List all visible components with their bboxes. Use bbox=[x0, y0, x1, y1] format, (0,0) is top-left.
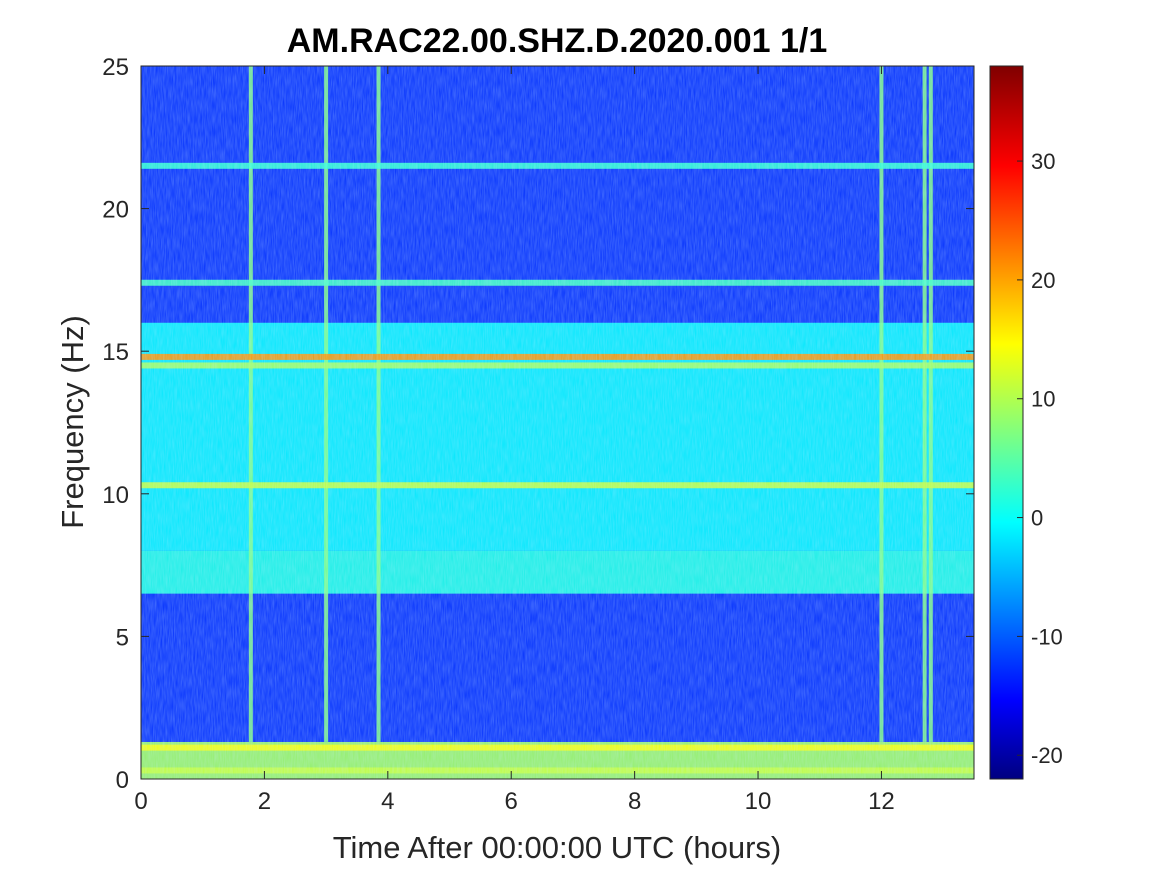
x-tick-label-4: 8 bbox=[628, 788, 641, 815]
chart-title: AM.RAC22.00.SHZ.D.2020.001 1/1 bbox=[287, 22, 827, 60]
colorbar-tick-label-4: 20 bbox=[1031, 268, 1055, 293]
y-tick-label-1: 5 bbox=[116, 624, 129, 651]
y-axis-label: Frequency (Hz) bbox=[55, 315, 90, 529]
spectrogram-plot-area bbox=[141, 66, 974, 779]
x-tick-label-2: 4 bbox=[381, 788, 394, 815]
y-tick-label-2: 10 bbox=[102, 482, 129, 509]
x-tick-label-0: 0 bbox=[134, 788, 147, 815]
colorbar-tick-label-2: 0 bbox=[1031, 506, 1043, 531]
noise-texture bbox=[141, 66, 974, 779]
axes-box bbox=[140, 65, 975, 780]
colorbar-ticks: -20 -10 0 10 20 30 bbox=[1017, 149, 1063, 768]
y-tick-label-3: 15 bbox=[102, 339, 129, 366]
y-axis-ticks: 0 5 10 15 20 25 bbox=[102, 54, 974, 794]
x-tick-label-6: 12 bbox=[868, 788, 895, 815]
y-tick-label-5: 25 bbox=[102, 54, 129, 81]
x-axis-label: Time After 00:00:00 UTC (hours) bbox=[333, 830, 782, 865]
y-tick-label-4: 20 bbox=[102, 197, 129, 224]
x-tick-label-1: 2 bbox=[258, 788, 271, 815]
x-tick-label-5: 10 bbox=[745, 788, 772, 815]
colorbar-tick-label-0: -20 bbox=[1031, 743, 1063, 768]
x-tick-label-3: 6 bbox=[505, 788, 518, 815]
colorbar: -20 -10 0 10 20 30 bbox=[989, 65, 1063, 780]
colorbar-scale bbox=[989, 65, 1024, 780]
x-axis-ticks: 0 2 4 6 8 10 12 bbox=[134, 66, 895, 815]
colorbar-tick-label-1: -10 bbox=[1031, 624, 1063, 649]
y-tick-label-0: 0 bbox=[116, 767, 129, 794]
colorbar-tick-label-5: 30 bbox=[1031, 149, 1055, 174]
colorbar-tick-label-3: 10 bbox=[1031, 387, 1055, 412]
